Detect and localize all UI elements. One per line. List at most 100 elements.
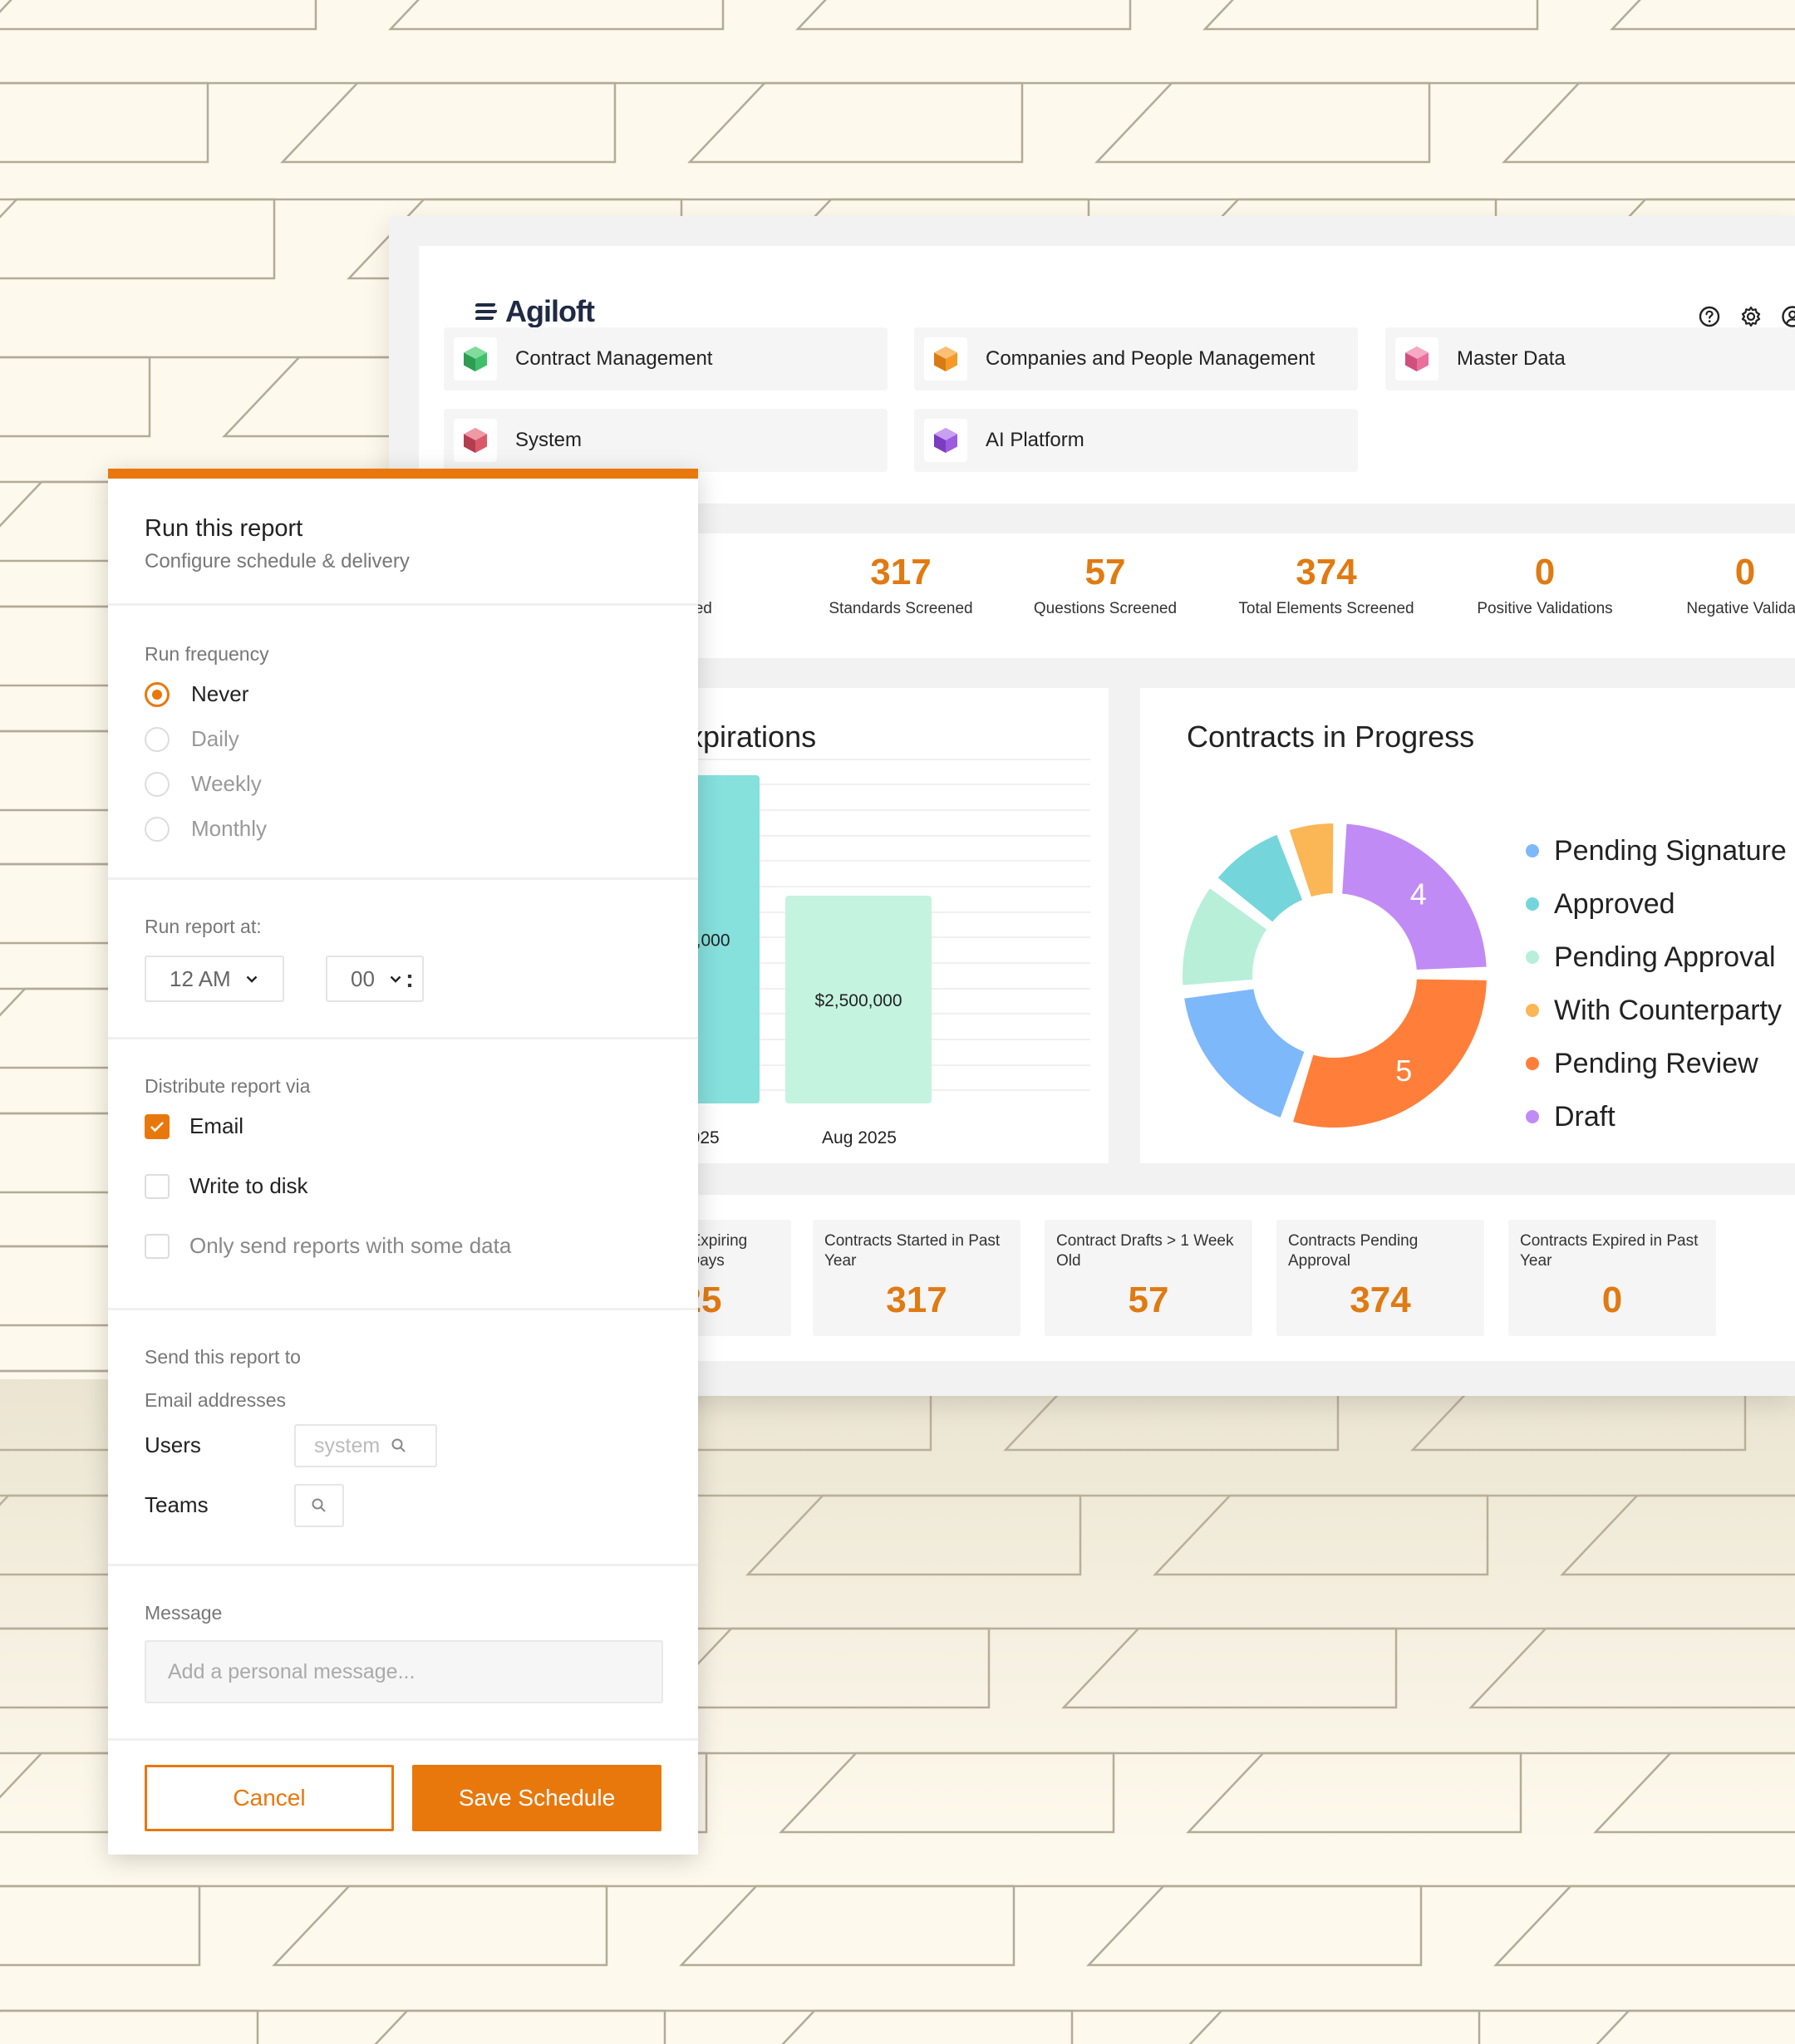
kpi-card-drafts[interactable]: Contract Drafts > 1 Week Old 57: [1045, 1220, 1252, 1336]
donut-slice[interactable]: [1283, 821, 1339, 902]
pattern-brick: [1502, 81, 1795, 164]
cancel-button[interactable]: Cancel: [145, 1765, 394, 1831]
app-tile-companies-people[interactable]: Companies and People Management: [914, 327, 1358, 391]
pattern-brick: [272, 1884, 608, 1967]
radio-button[interactable]: [145, 771, 170, 797]
legend-item[interactable]: Draft: [1526, 1090, 1787, 1143]
pattern-brick: [1186, 1752, 1522, 1834]
checkbox[interactable]: [145, 1113, 170, 1139]
kpi-label: Contracts Started in Past Year: [824, 1232, 1001, 1270]
divider: [108, 603, 698, 606]
app-tile-contract-management[interactable]: Contract Management: [444, 327, 888, 391]
agiloft-logo[interactable]: Agiloft: [475, 294, 595, 329]
message-input[interactable]: [145, 1640, 663, 1703]
teams-label: Teams: [145, 1492, 209, 1517]
stat-total-elements: 374 Total Elements Screened: [1227, 552, 1426, 618]
legend-label: Pending Signature: [1554, 834, 1787, 867]
stat-value: 0: [1734, 552, 1756, 592]
legend-item[interactable]: Pending Approval: [1526, 931, 1787, 984]
legend-item[interactable]: Pending Signature: [1526, 824, 1787, 877]
stat-label: Standards Screened: [829, 600, 973, 617]
kpi-card-expired[interactable]: Contracts Expired in Past Year 0: [1508, 1220, 1716, 1336]
radio-button[interactable]: [145, 816, 170, 842]
kpi-value: 374: [1350, 1280, 1411, 1320]
contracts-donut-chart: 45: [1180, 821, 1492, 1133]
checkbox-write-to-disk[interactable]: Write to disk: [145, 1173, 308, 1199]
kpi-card-started[interactable]: Contracts Started in Past Year 317: [813, 1220, 1020, 1336]
radio-weekly[interactable]: Weekly: [145, 771, 262, 797]
radio-button[interactable]: [145, 681, 170, 707]
kpi-card-pending-approval[interactable]: Contracts Pending Approval 374: [1276, 1220, 1484, 1336]
checkbox-email[interactable]: Email: [145, 1113, 243, 1139]
time-separator: :: [406, 965, 414, 993]
slice-data-label: 5: [1395, 1054, 1412, 1088]
pattern-brick: [0, 862, 126, 945]
help-icon[interactable]: [1697, 304, 1722, 329]
app-tile-ai-platform[interactable]: AI Platform: [914, 409, 1358, 472]
stat-value: 317: [870, 552, 932, 592]
bar[interactable]: [785, 896, 932, 1103]
stat-label: Questions Screened: [1033, 600, 1178, 617]
donut-slice[interactable]: [1287, 974, 1492, 1133]
minute-value: 00: [351, 965, 375, 991]
donut-slice[interactable]: [1337, 821, 1492, 975]
cube-icon-svg: [1405, 346, 1429, 371]
checkbox[interactable]: [145, 1233, 170, 1259]
cube-icon-svg: [464, 428, 487, 453]
app-tile-master-data[interactable]: Master Data: [1385, 327, 1795, 391]
pattern-brick: [679, 1884, 1016, 1967]
legend-swatch: [1526, 951, 1539, 964]
pattern-brick: [779, 1752, 1115, 1834]
teams-search[interactable]: [294, 1484, 344, 1527]
pattern-brick: [745, 1494, 1082, 1576]
legend-item[interactable]: Pending Review: [1526, 1037, 1787, 1090]
radio-button[interactable]: [145, 726, 170, 752]
email-addresses-label: Email addresses: [145, 1389, 287, 1411]
search-icon[interactable]: [391, 1437, 407, 1454]
users-search-input[interactable]: [314, 1433, 391, 1458]
hour-value: 12 AM: [170, 965, 231, 991]
legend-label: Approved: [1554, 887, 1675, 920]
chart-legend: Pending Signature Approved Pending Approva…: [1526, 824, 1787, 1143]
pattern-brick: [1560, 1494, 1795, 1576]
pattern-brick: [1610, 0, 1795, 31]
cube-icon-svg: [934, 428, 957, 453]
legend-item[interactable]: With Counterparty: [1526, 984, 1787, 1037]
checkbox-only-with-data[interactable]: Only send reports with some data: [145, 1233, 511, 1259]
pattern-brick: [795, 0, 1132, 31]
kpi-value: 317: [886, 1280, 947, 1320]
cube-icon: [454, 337, 497, 381]
chevron-down-icon: [246, 975, 258, 983]
stat-questions-screened: 57 Questions Screened: [1006, 552, 1205, 618]
gear-icon[interactable]: [1738, 304, 1763, 329]
search-icon[interactable]: [311, 1497, 327, 1514]
radio-label: Monthly: [191, 816, 268, 841]
legend-label: Draft: [1554, 1100, 1616, 1133]
radio-daily[interactable]: Daily: [145, 726, 239, 752]
minute-select[interactable]: 00: [326, 956, 424, 1002]
save-schedule-button[interactable]: Save Schedule: [412, 1765, 661, 1831]
app-tile-label: Contract Management: [515, 347, 713, 370]
pattern-brick: [0, 1884, 201, 1967]
app-tile-system[interactable]: System: [444, 409, 888, 472]
user-account-icon[interactable]: [1780, 304, 1795, 329]
pattern-brick: [0, 356, 151, 438]
divider: [108, 877, 698, 880]
legend-swatch: [1526, 897, 1539, 911]
pattern-brick: [0, 2009, 259, 2044]
radio-monthly[interactable]: Monthly: [145, 816, 267, 842]
donut-slice[interactable]: [1212, 828, 1308, 928]
divider: [108, 1564, 698, 1566]
radio-never[interactable]: Never: [145, 681, 248, 707]
donut-slice[interactable]: [1180, 983, 1311, 1123]
legend-item[interactable]: Approved: [1526, 877, 1787, 931]
donut-slice[interactable]: [1180, 882, 1273, 990]
stat-standards-screened: 317 Standards Screened: [801, 552, 1001, 618]
pattern-brick: [1086, 1884, 1423, 1967]
users-search[interactable]: [294, 1424, 437, 1467]
checkbox[interactable]: [145, 1173, 170, 1199]
stat-positive-validations: 0 Positive Validations: [1445, 552, 1645, 618]
app-tile-label: AI Platform: [986, 429, 1084, 451]
hour-select[interactable]: 12 AM: [145, 956, 284, 1002]
modal-title: Run this report: [145, 515, 303, 542]
